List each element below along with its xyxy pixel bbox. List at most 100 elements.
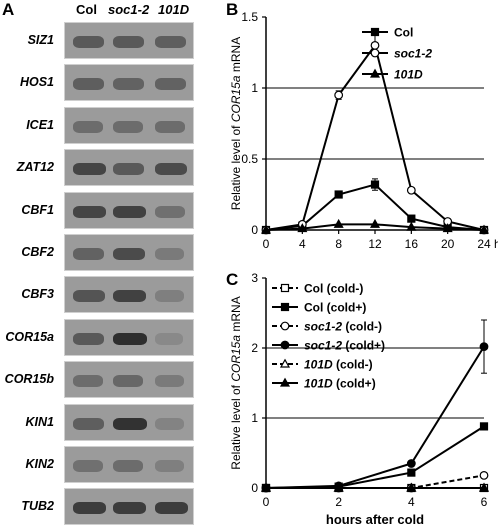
blot-strip-zat12 bbox=[64, 149, 194, 187]
blot-band bbox=[155, 460, 184, 472]
legend-item: 101D (cold-) bbox=[272, 358, 373, 372]
gene-label-cbf1: CBF1 bbox=[21, 202, 54, 217]
blot-band bbox=[73, 460, 103, 472]
x-tick-label: 2 bbox=[335, 495, 342, 509]
series-b-1 bbox=[261, 34, 489, 235]
blot-band bbox=[113, 332, 147, 345]
y-axis-label-part: mRNA bbox=[229, 37, 243, 76]
legend-marker bbox=[279, 377, 291, 387]
gene-label-tub2: TUB2 bbox=[21, 499, 54, 514]
legend-label: Col (cold-) bbox=[304, 282, 363, 296]
legend-label: 101D (cold+) bbox=[304, 377, 376, 391]
gene-label-cor15a: COR15a bbox=[5, 329, 54, 344]
y-axis-label: Relative level of COR15a mRNA bbox=[229, 37, 243, 210]
y-tick-label: 2 bbox=[251, 341, 258, 355]
y-tick-label: 1 bbox=[251, 81, 258, 95]
data-point bbox=[442, 223, 453, 233]
series-line bbox=[265, 346, 485, 489]
x-tick-label: 20 bbox=[441, 237, 455, 251]
legend-marker bbox=[280, 283, 290, 293]
blot-band bbox=[113, 502, 147, 515]
data-point bbox=[406, 459, 416, 468]
blot-band bbox=[113, 120, 144, 133]
blot-band bbox=[113, 78, 144, 91]
blot-strip-kin2 bbox=[64, 446, 194, 483]
data-point bbox=[297, 223, 308, 233]
legend-label: Col bbox=[394, 26, 413, 40]
blot-band bbox=[113, 460, 144, 472]
x-unit-label: h bbox=[494, 237, 498, 251]
data-point bbox=[334, 190, 343, 199]
data-point bbox=[370, 41, 380, 50]
legend-item: soc1-2 (cold+) bbox=[272, 339, 385, 353]
data-point bbox=[370, 180, 380, 189]
blot-band bbox=[155, 248, 185, 260]
x-tick-label: 8 bbox=[335, 237, 342, 251]
blot-band bbox=[73, 502, 107, 515]
x-tick-label: 16 bbox=[405, 237, 419, 251]
chart-c: 0 1 2 3 0 2 4 6 hours after cold Relative level o… bbox=[229, 271, 490, 527]
blot-band bbox=[155, 36, 186, 48]
blot-band bbox=[155, 205, 185, 218]
blot-band bbox=[73, 120, 104, 133]
data-point bbox=[406, 482, 417, 492]
blot-band bbox=[73, 205, 106, 218]
blot-band bbox=[155, 375, 185, 388]
blot-strip-cbf2 bbox=[64, 234, 194, 271]
panel-c-letter: C bbox=[226, 270, 239, 289]
blot-strip-cor15b bbox=[64, 361, 194, 399]
blot-band bbox=[113, 248, 146, 260]
blot-band bbox=[155, 290, 184, 303]
blot-band bbox=[155, 78, 186, 91]
data-point bbox=[479, 470, 489, 480]
lane-label-col: Col bbox=[76, 2, 97, 17]
legend-marker bbox=[279, 358, 291, 368]
legend-marker bbox=[280, 340, 290, 350]
legend-item: 101D (cold+) bbox=[272, 377, 376, 391]
blot-band bbox=[73, 290, 105, 303]
x-tick-label: 4 bbox=[299, 237, 306, 251]
series-b-2 bbox=[260, 218, 490, 234]
blot-strip-tub2 bbox=[64, 488, 194, 526]
legend-item: Col bbox=[362, 26, 413, 40]
panel-a-letter: A bbox=[2, 0, 15, 19]
data-point bbox=[406, 185, 416, 195]
blot-band bbox=[113, 417, 147, 430]
gene-label-kin1: KIN1 bbox=[25, 414, 54, 429]
data-point bbox=[334, 90, 344, 100]
blot-band bbox=[155, 120, 186, 133]
data-point bbox=[333, 482, 344, 492]
blot-band bbox=[113, 205, 146, 218]
blot-band bbox=[73, 36, 105, 48]
gene-label-cbf3: CBF3 bbox=[21, 287, 54, 302]
x-axis-label: hours after cold bbox=[326, 512, 424, 527]
data-point bbox=[369, 218, 381, 228]
y-axis-label-part: Relative level of bbox=[229, 122, 243, 210]
x-tick-label: 12 bbox=[368, 237, 382, 251]
y-tick-label: 0 bbox=[251, 481, 258, 495]
y-tick-label: 0.5 bbox=[241, 152, 258, 166]
blot-strip-cbf1 bbox=[64, 191, 194, 229]
legend-item: Col (cold-) bbox=[272, 282, 363, 296]
blot-band bbox=[113, 290, 146, 303]
data-point bbox=[260, 482, 272, 492]
blot-band bbox=[73, 375, 104, 388]
blot-strip-cor15a bbox=[64, 318, 194, 356]
blot-band bbox=[73, 163, 106, 176]
data-point bbox=[407, 214, 416, 223]
y-axis-label-part: COR15a bbox=[229, 335, 243, 382]
blot-strip-siz1 bbox=[64, 22, 194, 59]
y-axis-label-part: mRNA bbox=[229, 296, 243, 335]
legend-label: soc1-2 (cold-) bbox=[304, 320, 382, 334]
legend-marker bbox=[369, 68, 381, 78]
data-point bbox=[406, 221, 417, 231]
lane-label-101d: 101D bbox=[158, 2, 190, 17]
blot-band bbox=[73, 248, 104, 260]
legend-label: 101D (cold-) bbox=[304, 358, 373, 372]
legend-label: 101D bbox=[394, 68, 423, 82]
y-axis-label-part: Relative level of bbox=[229, 382, 243, 470]
y-tick-label: 1.5 bbox=[241, 10, 258, 24]
blot-band bbox=[155, 502, 189, 515]
gene-label-kin2: KIN2 bbox=[25, 457, 54, 471]
data-point bbox=[333, 218, 344, 228]
